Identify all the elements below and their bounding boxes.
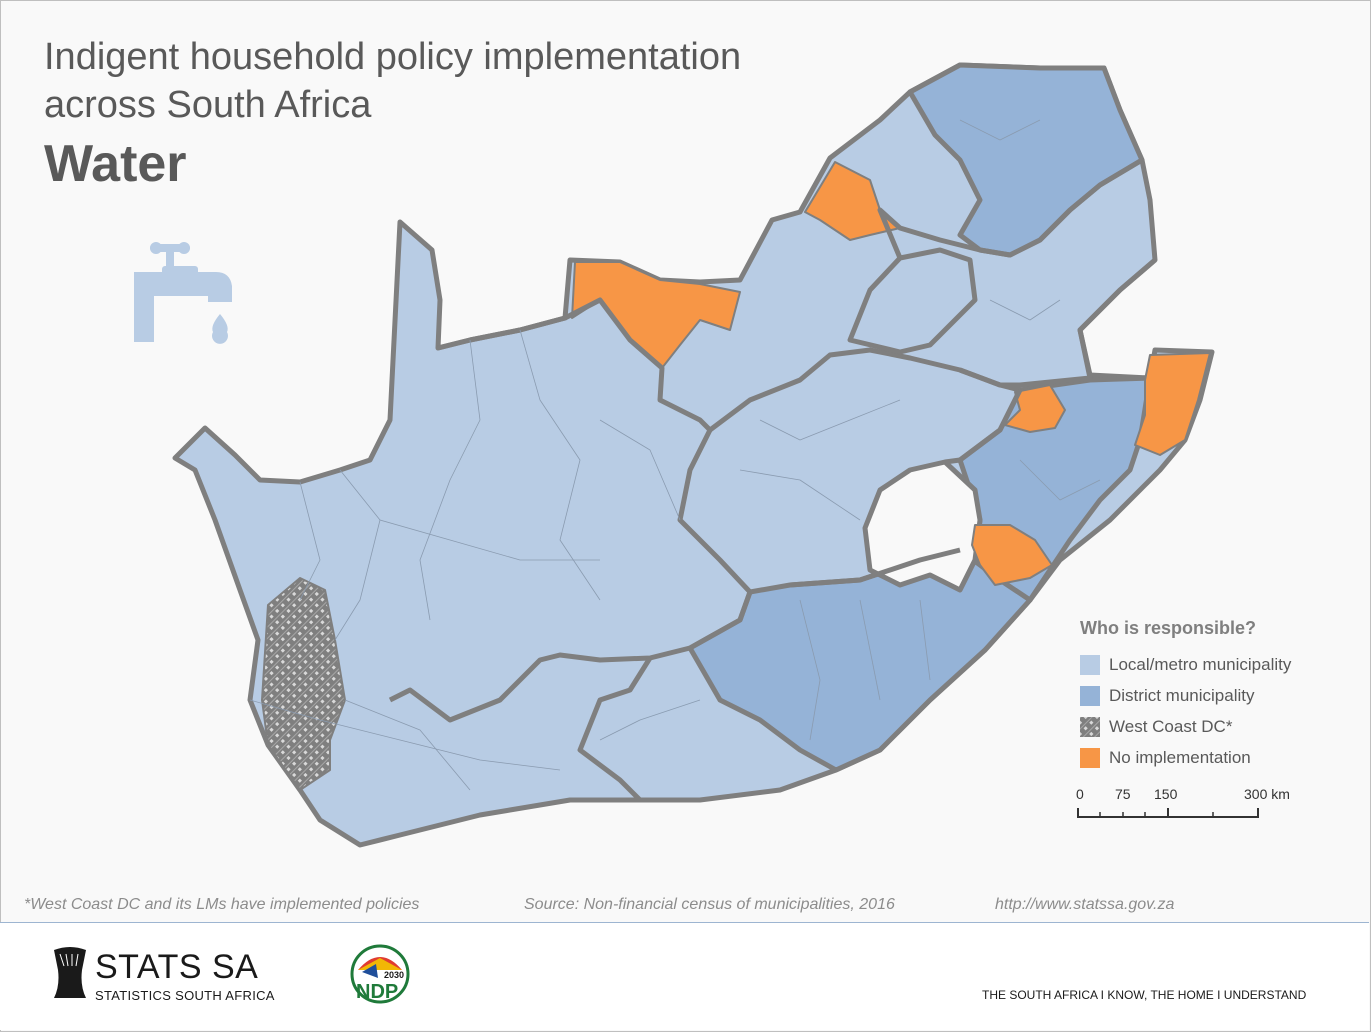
legend-title: Who is responsible?: [1080, 618, 1257, 638]
title-line-2: across South Africa: [44, 84, 372, 126]
water-tap-icon: [134, 242, 232, 344]
scale-label: 150: [1154, 786, 1178, 802]
footer-divider: [0, 922, 1369, 923]
legend-label: Local/metro municipality: [1109, 654, 1292, 674]
no-impl-kzn-mid: [1004, 384, 1066, 433]
stats-sa-logo: [54, 947, 86, 998]
title-line-1: Indigent household policy implementation: [44, 36, 742, 78]
legend-label: West Coast DC*: [1109, 716, 1233, 736]
service-subtitle: Water: [44, 135, 187, 193]
legend-label: District municipality: [1109, 685, 1255, 705]
map-legend: Who is responsible? Local/metro municipa…: [1080, 618, 1291, 773]
ndp-year: 2030: [384, 970, 404, 980]
west-coast-dc-region: [261, 577, 346, 791]
org-name: STATS SA: [95, 948, 259, 986]
legend-label: No implementation: [1109, 747, 1251, 767]
org-full-name: STATISTICS SOUTH AFRICA: [95, 988, 275, 1003]
footer: [0, 923, 1369, 1030]
ndp-2030-logo: 2030 NDP: [350, 944, 410, 1004]
south-africa-map: [172, 62, 1215, 848]
website-link[interactable]: http://www.statssa.gov.za: [995, 896, 1175, 913]
border-mpumalanga-kzn: [959, 258, 1157, 388]
border-limpopo-mpumalanga: [877, 157, 1144, 259]
no-impl-kzn-north: [1134, 352, 1211, 456]
district-region-eastern-cape: [687, 547, 1033, 773]
west-coast-footnote: *West Coast DC and its LMs have implemen…: [24, 896, 420, 913]
legend-swatch-no-implementation: [1080, 747, 1100, 768]
ndp-text: NDP: [356, 981, 398, 1003]
legend-item-west-coast: West Coast DC*: [1080, 711, 1291, 742]
border-kzn-eastern-cape: [789, 547, 961, 588]
border-western-cape-eastern-cape: [577, 656, 653, 802]
border-northern-cape-eastern-cape: [388, 591, 753, 723]
scale-label: 300 km: [1244, 786, 1290, 802]
border-free-state-kzn: [944, 388, 1023, 465]
border-gauteng: [847, 247, 978, 355]
tagline: THE SOUTH AFRICA I KNOW, THE HOME I UNDE…: [982, 988, 1307, 1002]
scale-label: 75: [1115, 786, 1131, 802]
legend-swatch-local: [1080, 654, 1100, 675]
legend-swatch-district: [1080, 685, 1100, 706]
scale-bar-ruler: [1077, 808, 1259, 818]
border-northern-cape-north-west: [437, 297, 712, 432]
legend-item-district: District municipality: [1080, 680, 1291, 711]
scale-label: 0: [1076, 786, 1084, 802]
legend-item-no-implementation: No implementation: [1080, 742, 1291, 773]
legend-swatch-west-coast: [1080, 716, 1100, 737]
legend-item-local: Local/metro municipality: [1080, 649, 1291, 680]
source-footnote: Source: Non-financial census of municipa…: [524, 896, 895, 913]
no-impl-eastern-cape: [971, 524, 1053, 586]
